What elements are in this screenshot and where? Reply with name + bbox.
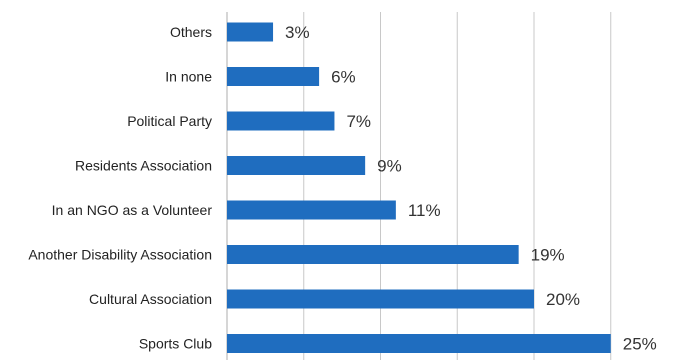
bar [227,111,335,131]
bars [227,22,611,353]
category-label: Others [170,24,212,40]
value-label: 9% [377,157,402,176]
category-label: In none [165,69,212,85]
category-label: Political Party [127,113,212,129]
value-label: 6% [331,68,356,87]
value-label: 19% [531,246,565,265]
value-label: 7% [346,112,371,131]
bar [227,67,320,86]
category-labels: Others In none Political Party Residents As… [28,24,212,352]
value-labels: 3% 6% 7% 9% 11% 19% 20% 25% [285,23,657,354]
value-label: 25% [623,335,657,354]
category-label: In an NGO as a Volunteer [52,202,213,218]
bar [227,156,366,175]
value-label: 20% [546,290,580,309]
bar [227,334,611,353]
bar [227,200,396,220]
category-label: Another Disability Association [28,247,212,263]
value-label: 3% [285,23,310,42]
bar [227,22,274,42]
category-label: Residents Association [75,158,212,174]
value-label: 11% [408,201,441,220]
category-label: Cultural Association [89,291,212,307]
bar [227,289,534,309]
category-label: Sports Club [139,336,212,352]
bar [227,245,519,264]
